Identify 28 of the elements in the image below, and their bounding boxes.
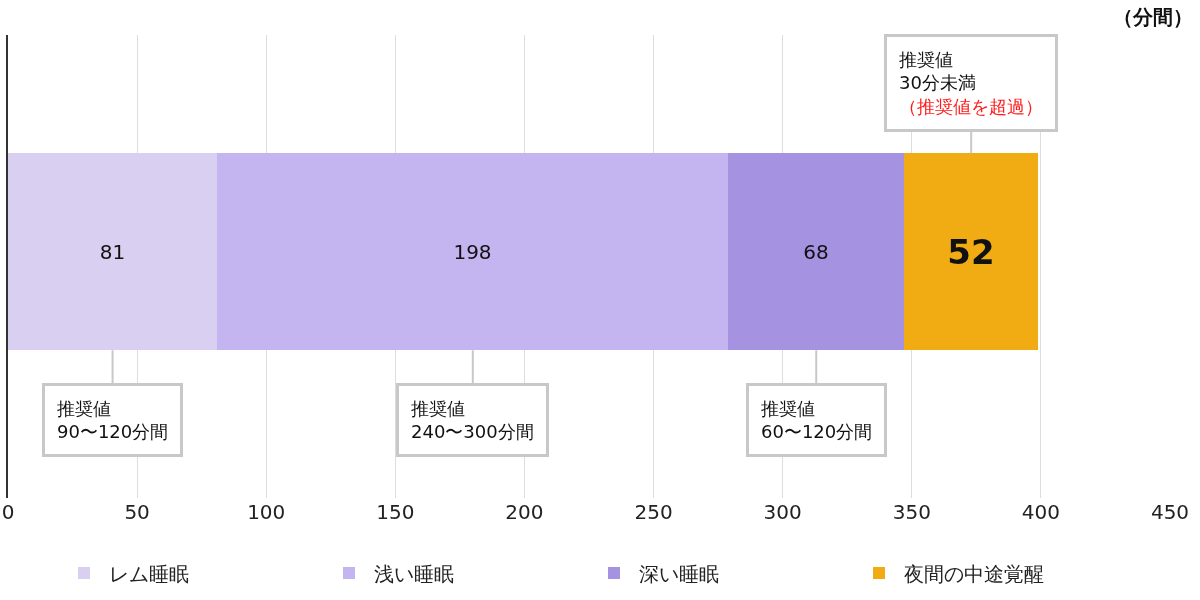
data-label: 68 — [803, 239, 829, 264]
annotation: 推奨値 240〜300分間 — [411, 398, 534, 443]
bar — [217, 153, 728, 350]
x-tick-label: 250 — [634, 500, 673, 524]
data-label: 81 — [99, 239, 126, 264]
data-label: 52 — [947, 231, 995, 272]
legend-label: 深い睡眠 — [639, 561, 719, 586]
legend-label: 浅い睡眠 — [374, 561, 454, 586]
annotation: 推奨値 30分未満 — [899, 49, 976, 94]
x-tick-label: 400 — [1021, 500, 1060, 524]
x-tick-label: 100 — [247, 500, 286, 524]
bar — [728, 153, 904, 350]
x-tick-label: 0 — [1, 500, 15, 524]
annotation: 推奨値 60〜120分間 — [761, 398, 873, 443]
x-tick-label: 450 — [1150, 500, 1190, 524]
x-axis-title: （分間） — [1113, 5, 1193, 29]
bar — [904, 153, 1038, 350]
x-tick-label: 200 — [505, 500, 544, 524]
bar — [8, 153, 217, 350]
x-tick-label: 150 — [376, 500, 415, 524]
x-tick-label: 50 — [124, 500, 150, 524]
data-label: 198 — [453, 239, 492, 264]
x-tick-label: 350 — [892, 500, 931, 524]
legend-label: 夜間の中途覚醒 — [904, 561, 1044, 586]
x-tick-label: 300 — [763, 500, 802, 524]
legend-label: レム睡眠 — [109, 561, 189, 586]
annotation: （推奨値を超過） — [899, 95, 1043, 117]
annotation: 推奨値 90〜120分間 — [57, 398, 169, 443]
